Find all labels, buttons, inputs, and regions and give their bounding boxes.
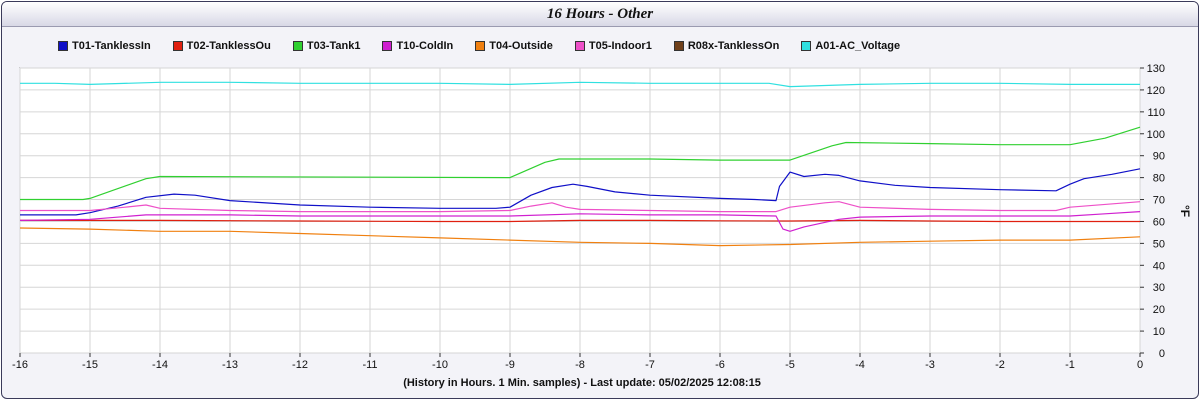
legend-swatch xyxy=(172,41,183,51)
series-line-0 xyxy=(20,168,1141,216)
x-tick-label: -11 xyxy=(362,359,377,371)
y-tick-label: 50 xyxy=(1153,238,1165,250)
x-tick-label: -14 xyxy=(152,359,168,371)
legend-item-0: T01-TanklessIn xyxy=(58,40,151,52)
series-line-5 xyxy=(20,201,1141,213)
y-tick-label: 110 xyxy=(1147,107,1165,119)
y-tick-label: 70 xyxy=(1153,195,1165,207)
y-tick-label: 130 xyxy=(1147,63,1165,75)
title-bar: 16 Hours - Other xyxy=(2,2,1198,27)
y-tick-label: 30 xyxy=(1153,282,1165,294)
x-tick-label: -4 xyxy=(855,359,865,371)
legend-swatch xyxy=(292,41,303,51)
legend-label: T10-ColdIn xyxy=(396,40,454,52)
legend-swatch xyxy=(673,41,684,51)
y-tick-label: 0 xyxy=(1159,348,1165,360)
y-tick-label: 20 xyxy=(1153,304,1165,316)
x-tick-label: -12 xyxy=(292,359,308,371)
legend-item-3: T10-ColdIn xyxy=(382,40,453,52)
y-tick-label: 80 xyxy=(1153,173,1165,185)
chart-title: 16 Hours - Other xyxy=(546,6,654,22)
x-tick-label: -5 xyxy=(785,359,795,371)
x-tick-label: -2 xyxy=(995,359,1005,371)
x-tick-label: -7 xyxy=(645,359,655,371)
x-tick-label: -16 xyxy=(12,359,28,371)
y-tick-label: 90 xyxy=(1153,151,1165,163)
axes: -16 -15 -14 -13 -12 -11 -10 -9 -8 -7 -6 -5 -4 -3 -2 -1 0… xyxy=(12,63,1165,371)
legend-label: T01-TanklessIn xyxy=(72,40,151,52)
series-line-2 xyxy=(20,126,1141,201)
legend-swatch xyxy=(574,41,585,51)
legend-item-2: T03-Tank1 xyxy=(292,40,361,52)
legend: T01-TanklessIn T02-TanklessOu T03-Tank1 T10… xyxy=(58,39,922,53)
legend-swatch xyxy=(58,41,68,51)
legend-label: T03-Tank1 xyxy=(306,40,361,52)
legend-swatch xyxy=(475,41,486,51)
x-tick-label: -3 xyxy=(925,359,935,371)
legend-item-5: T05-Indoor1 xyxy=(574,40,652,52)
y-axis-label: °F xyxy=(1178,205,1192,217)
series-line-7 xyxy=(20,81,1140,88)
x-tick-label: 0 xyxy=(1137,359,1143,371)
series-line-1 xyxy=(20,219,1140,223)
x-tick-label: -1 xyxy=(1065,359,1075,371)
x-tick-label: -9 xyxy=(505,359,515,371)
x-axis-label: (History in Hours. 1 Min. samples) - Las… xyxy=(403,377,761,389)
x-tick-label: -8 xyxy=(575,359,585,371)
legend-label: A01-AC_Voltage xyxy=(815,40,901,52)
series-line-4 xyxy=(19,227,1141,247)
legend-item-1: T02-TanklessOu xyxy=(172,40,271,52)
x-tick-label: -10 xyxy=(432,359,448,371)
x-tick-label: -6 xyxy=(715,359,725,371)
legend-swatch xyxy=(801,41,812,51)
legend-item-4: T04-Outside xyxy=(475,40,553,52)
legend-label: R08x-TanklessOn xyxy=(687,40,780,52)
legend-label: T04-Outside xyxy=(489,40,553,52)
series-layer xyxy=(19,81,1141,247)
legend-swatch xyxy=(382,41,393,51)
y-tick-label: 10 xyxy=(1153,326,1165,338)
legend-label: T05-Indoor1 xyxy=(588,40,652,52)
x-tick-label: -15 xyxy=(82,359,98,371)
y-tick-label: 60 xyxy=(1153,216,1165,228)
legend-label: T02-TanklessOu xyxy=(186,40,271,52)
y-tick-label: 40 xyxy=(1153,260,1165,272)
legend-item-7: A01-AC_Voltage xyxy=(801,40,900,52)
y-tick-label: 120 xyxy=(1147,85,1165,97)
series-line-3 xyxy=(19,211,1141,232)
y-tick-label: 100 xyxy=(1147,129,1165,141)
x-tick-label: -13 xyxy=(222,359,238,371)
legend-item-6: R08x-TanklessOn xyxy=(673,40,780,52)
